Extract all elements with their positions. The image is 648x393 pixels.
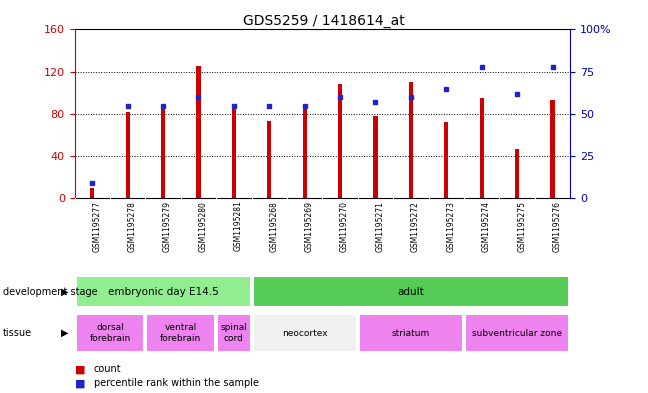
Bar [76,276,251,307]
Text: ventral
forebrain: ventral forebrain [160,323,202,343]
Text: ▶: ▶ [60,328,68,338]
Bar [90,188,95,198]
Text: subventricular zone: subventricular zone [472,329,562,338]
Bar [232,107,236,198]
Bar [76,314,145,352]
Bar [338,84,342,198]
Bar [480,98,484,198]
Text: neocortex: neocortex [282,329,327,338]
Text: tissue: tissue [3,328,32,338]
Text: percentile rank within the sample: percentile rank within the sample [94,378,259,388]
Text: GSM1195269: GSM1195269 [305,201,314,252]
Text: GSM1195278: GSM1195278 [128,201,137,252]
Bar [217,314,251,352]
Bar [550,100,555,198]
Text: GSM1195280: GSM1195280 [198,201,207,252]
Bar [126,112,130,198]
Text: GSM1195279: GSM1195279 [163,201,172,252]
Text: GSM1195273: GSM1195273 [446,201,456,252]
Bar [373,116,378,198]
Text: GSM1195275: GSM1195275 [517,201,526,252]
Bar [303,107,307,198]
Bar [359,314,463,352]
Text: development stage: development stage [3,287,98,297]
Text: GSM1195276: GSM1195276 [553,201,562,252]
Bar [515,149,519,198]
Text: dorsal
forebrain: dorsal forebrain [89,323,130,343]
Bar [146,314,215,352]
Text: ▶: ▶ [60,287,68,297]
Text: ■: ■ [75,378,85,388]
Text: ■: ■ [75,364,85,375]
Text: adult: adult [397,287,424,297]
Bar [253,314,357,352]
Text: GSM1195268: GSM1195268 [270,201,278,252]
Bar [253,276,569,307]
Bar [444,122,448,198]
Bar [161,108,165,198]
Bar [465,314,569,352]
Text: GSM1195277: GSM1195277 [92,201,101,252]
Text: GSM1195271: GSM1195271 [375,201,384,252]
Text: GSM1195270: GSM1195270 [340,201,349,252]
Bar [267,121,272,198]
Bar [409,82,413,198]
Text: spinal
cord: spinal cord [220,323,248,343]
Text: embryonic day E14.5: embryonic day E14.5 [108,287,218,297]
Text: GDS5259 / 1418614_at: GDS5259 / 1418614_at [243,14,405,28]
Text: GSM1195272: GSM1195272 [411,201,420,252]
Text: GSM1195274: GSM1195274 [481,201,491,252]
Text: count: count [94,364,122,375]
Text: striatum: striatum [392,329,430,338]
Bar [196,66,201,198]
Text: GSM1195281: GSM1195281 [234,201,243,252]
